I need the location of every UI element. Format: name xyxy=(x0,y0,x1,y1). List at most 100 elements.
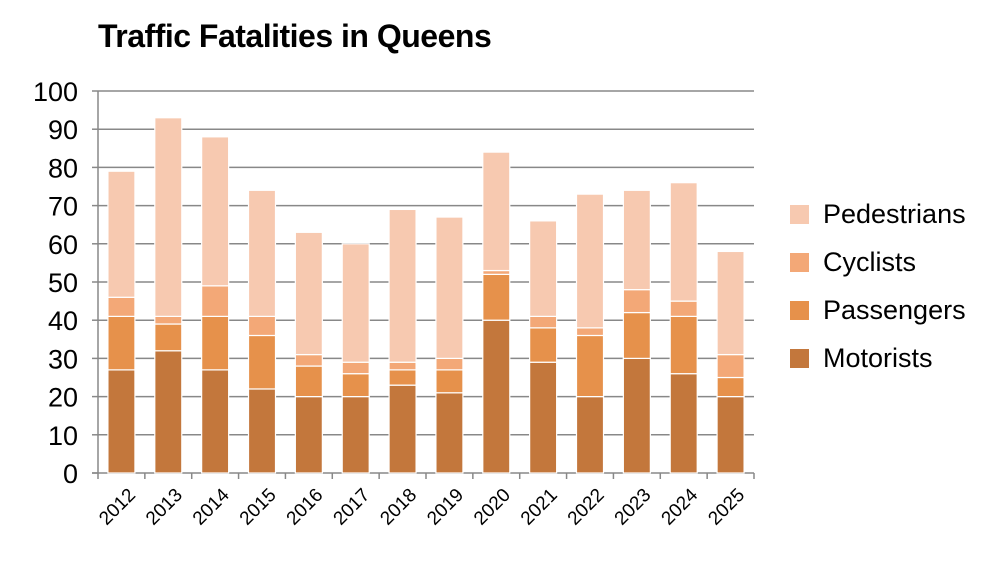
legend: Pedestrians Cyclists Passengers Motorists xyxy=(790,190,966,382)
x-tick-label: 2015 xyxy=(236,485,281,530)
legend-item-passengers: Passengers xyxy=(790,286,966,334)
bar-segment-pedestrians-2017 xyxy=(341,243,370,363)
x-tick-label: 2018 xyxy=(376,485,421,530)
x-tick-label: 2025 xyxy=(704,485,749,530)
bar-segment-passengers-2017 xyxy=(341,373,370,398)
bar-segment-motorists-2023 xyxy=(622,357,651,474)
y-tick-label: 70 xyxy=(48,192,78,222)
bar-segment-cyclists-2016 xyxy=(294,353,323,367)
bar-segment-motorists-2020 xyxy=(482,319,511,474)
y-tick-label: 80 xyxy=(48,153,78,183)
bar-segment-pedestrians-2022 xyxy=(575,193,605,329)
x-tick-label: 2021 xyxy=(517,485,562,530)
bar-segment-passengers-2015 xyxy=(247,334,277,390)
legend-label: Passengers xyxy=(823,294,966,325)
bar-segment-pedestrians-2014 xyxy=(201,136,230,287)
bar-segment-cyclists-2014 xyxy=(201,285,230,317)
bar-segment-passengers-2018 xyxy=(388,369,417,386)
bars xyxy=(107,117,745,474)
legend-label: Pedestrians xyxy=(823,198,966,229)
bar-segment-cyclists-2018 xyxy=(388,361,417,371)
bar-segment-pedestrians-2013 xyxy=(154,117,183,317)
bar-segment-cyclists-2012 xyxy=(107,296,136,317)
legend-swatch xyxy=(790,252,809,272)
x-tick-label: 2020 xyxy=(470,485,515,530)
x-tick-label: 2014 xyxy=(189,484,234,529)
x-tick-label: 2016 xyxy=(283,485,328,530)
bar-segment-cyclists-2022 xyxy=(575,327,605,337)
bar-segment-pedestrians-2020 xyxy=(482,151,511,272)
bar-segment-cyclists-2015 xyxy=(247,315,277,337)
bar-segment-motorists-2016 xyxy=(294,396,323,474)
legend-swatch xyxy=(790,300,809,320)
bar-segment-cyclists-2023 xyxy=(622,289,651,314)
legend-label: Motorists xyxy=(823,342,933,373)
bar-segment-motorists-2022 xyxy=(575,396,605,474)
bar-segment-pedestrians-2018 xyxy=(388,208,417,363)
x-tick-label: 2022 xyxy=(564,485,609,530)
y-tick-label: 30 xyxy=(48,344,78,374)
chart-title: Traffic Fatalities in Queens xyxy=(98,18,492,54)
y-tick-label: 90 xyxy=(48,115,78,145)
bar-segment-pedestrians-2012 xyxy=(107,170,136,298)
y-tick-label: 0 xyxy=(63,459,78,489)
legend-label: Cyclists xyxy=(823,246,916,277)
bar-segment-pedestrians-2021 xyxy=(529,220,558,317)
x-tick-label: 2023 xyxy=(611,485,656,530)
bar-segment-pedestrians-2015 xyxy=(247,189,277,317)
bar-segment-motorists-2014 xyxy=(201,369,230,474)
axes xyxy=(92,90,755,479)
bar-segment-passengers-2014 xyxy=(201,315,230,371)
legend-item-pedestrians: Pedestrians xyxy=(790,190,966,238)
bar-segment-motorists-2018 xyxy=(388,384,417,474)
bar-segment-passengers-2019 xyxy=(435,369,464,394)
x-tick-label: 2017 xyxy=(330,485,375,530)
bar-segment-passengers-2013 xyxy=(154,323,183,352)
bar-segment-motorists-2025 xyxy=(716,396,745,474)
bar-segment-motorists-2012 xyxy=(107,369,136,474)
bar-segment-motorists-2024 xyxy=(669,373,698,474)
bar-segment-passengers-2020 xyxy=(482,273,511,321)
y-tick-label: 40 xyxy=(48,306,78,336)
bar-segment-motorists-2013 xyxy=(154,350,183,474)
legend-item-cyclists: Cyclists xyxy=(790,238,966,286)
bar-segment-motorists-2019 xyxy=(435,392,464,474)
bar-segment-pedestrians-2019 xyxy=(435,216,464,359)
legend-swatch xyxy=(790,204,809,224)
bar-segment-motorists-2017 xyxy=(341,396,370,474)
bar-segment-passengers-2025 xyxy=(716,376,745,398)
bar-segment-cyclists-2021 xyxy=(529,315,558,329)
y-tick-labels: 0 10 20 30 40 50 60 70 80 90 100 xyxy=(33,77,78,489)
gridlines xyxy=(98,90,754,436)
y-tick-label: 100 xyxy=(33,77,78,107)
bar-segment-passengers-2024 xyxy=(669,315,698,375)
bar-segment-pedestrians-2023 xyxy=(622,189,651,291)
bar-segment-pedestrians-2025 xyxy=(716,250,745,356)
bar-segment-cyclists-2013 xyxy=(154,315,183,325)
y-tick-label: 20 xyxy=(48,383,78,413)
bar-segment-motorists-2021 xyxy=(529,361,558,474)
x-tick-label: 2013 xyxy=(142,485,187,530)
y-tick-label: 60 xyxy=(48,230,78,260)
bar-segment-cyclists-2025 xyxy=(716,353,745,379)
x-tick-label: 2019 xyxy=(423,485,468,530)
y-tick-label: 50 xyxy=(48,268,78,298)
x-tick-labels: 2012 2013 2014 2015 2016 2017 2018 2019 2020 2021… xyxy=(95,484,749,529)
bar-segment-passengers-2022 xyxy=(575,334,605,398)
bar-segment-passengers-2012 xyxy=(107,315,136,371)
bar-segment-pedestrians-2016 xyxy=(294,231,323,356)
bar-segment-pedestrians-2024 xyxy=(669,182,698,302)
x-tick-label: 2024 xyxy=(658,484,703,529)
bar-segment-cyclists-2019 xyxy=(435,357,464,371)
bar-segment-passengers-2021 xyxy=(529,327,558,363)
bar-segment-passengers-2023 xyxy=(622,311,651,359)
x-tick-label: 2012 xyxy=(95,485,140,530)
bar-segment-cyclists-2017 xyxy=(341,361,370,375)
bar-segment-cyclists-2024 xyxy=(669,300,698,317)
bar-segment-passengers-2016 xyxy=(294,365,323,398)
legend-item-motorists: Motorists xyxy=(790,334,966,382)
bar-segment-motorists-2015 xyxy=(247,388,277,474)
y-tick-label: 10 xyxy=(48,421,78,451)
legend-swatch xyxy=(790,348,809,368)
